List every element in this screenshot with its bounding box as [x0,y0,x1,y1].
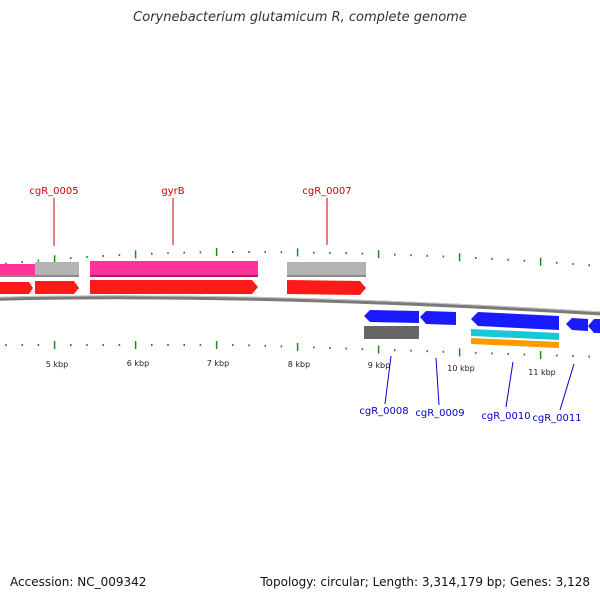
cds-arrow-cgR-0010 [471,312,559,330]
leader-line-cgR-0008 [384,355,392,405]
cds-arrow-reverse [588,319,600,333]
cds-arrow-gyrB [90,280,258,294]
leader-line-cgR-0010 [505,361,514,408]
topology-text: Topology: circular; Length: 3,314,179 bp… [260,575,590,589]
cds-arrow-cgR-0007 [287,280,366,295]
gene-label-top: gyrB [161,186,184,197]
map-title: Corynebacterium glutamicum R, complete g… [133,10,467,25]
gene-label-bottom: cgR_0011 [532,413,581,424]
feature-pink-left [0,264,35,275]
genome-backbone-highlight [0,295,600,313]
leader-line-cgR-0011 [559,363,575,411]
scale-label: 8 kbp [288,360,310,369]
top-tick-track [5,248,590,267]
scale-label: 11 kbp [528,368,556,377]
feature-pink-gyrB [90,261,258,275]
bottom-tick-track [5,341,590,359]
feature-cyan-cgR-0010 [471,329,559,340]
accession-text: Accession: NC_009342 [10,575,147,589]
cds-arrow-cgR-0005 [35,281,79,294]
feature-orange-cgR-0010 [471,338,559,348]
scale-label: 7 kbp [207,359,229,368]
feature-shadow [90,275,258,277]
gene-label-bottom: cgR_0008 [359,406,408,417]
scale-label: 5 kbp [46,360,68,369]
feature-gray-cgR-0007 [287,262,366,275]
scale-label: 6 kbp [127,359,149,368]
genome-backbone [0,295,600,316]
scale-label: 10 kbp [447,364,475,373]
feature-shadow [0,275,79,277]
cds-arrow-forward [0,282,33,294]
gene-label-top: cgR_0007 [302,186,351,197]
gene-label-top: cgR_0005 [29,186,78,197]
gene-label-bottom: cgR_0009 [415,408,464,419]
feature-shadow [287,275,366,277]
cds-arrow-cgR-0008 [364,310,419,323]
feature-dark-gray-cgR-0008 [364,326,419,339]
cds-arrow-cgR-0011 [566,318,588,331]
gene-label-bottom: cgR_0010 [481,411,530,422]
scale-label: 9 kbp [368,361,390,370]
feature-gray-cgR-0005 [35,262,79,275]
cds-arrow-cgR-0009 [420,311,456,325]
leader-line-cgR-0009 [435,357,440,406]
